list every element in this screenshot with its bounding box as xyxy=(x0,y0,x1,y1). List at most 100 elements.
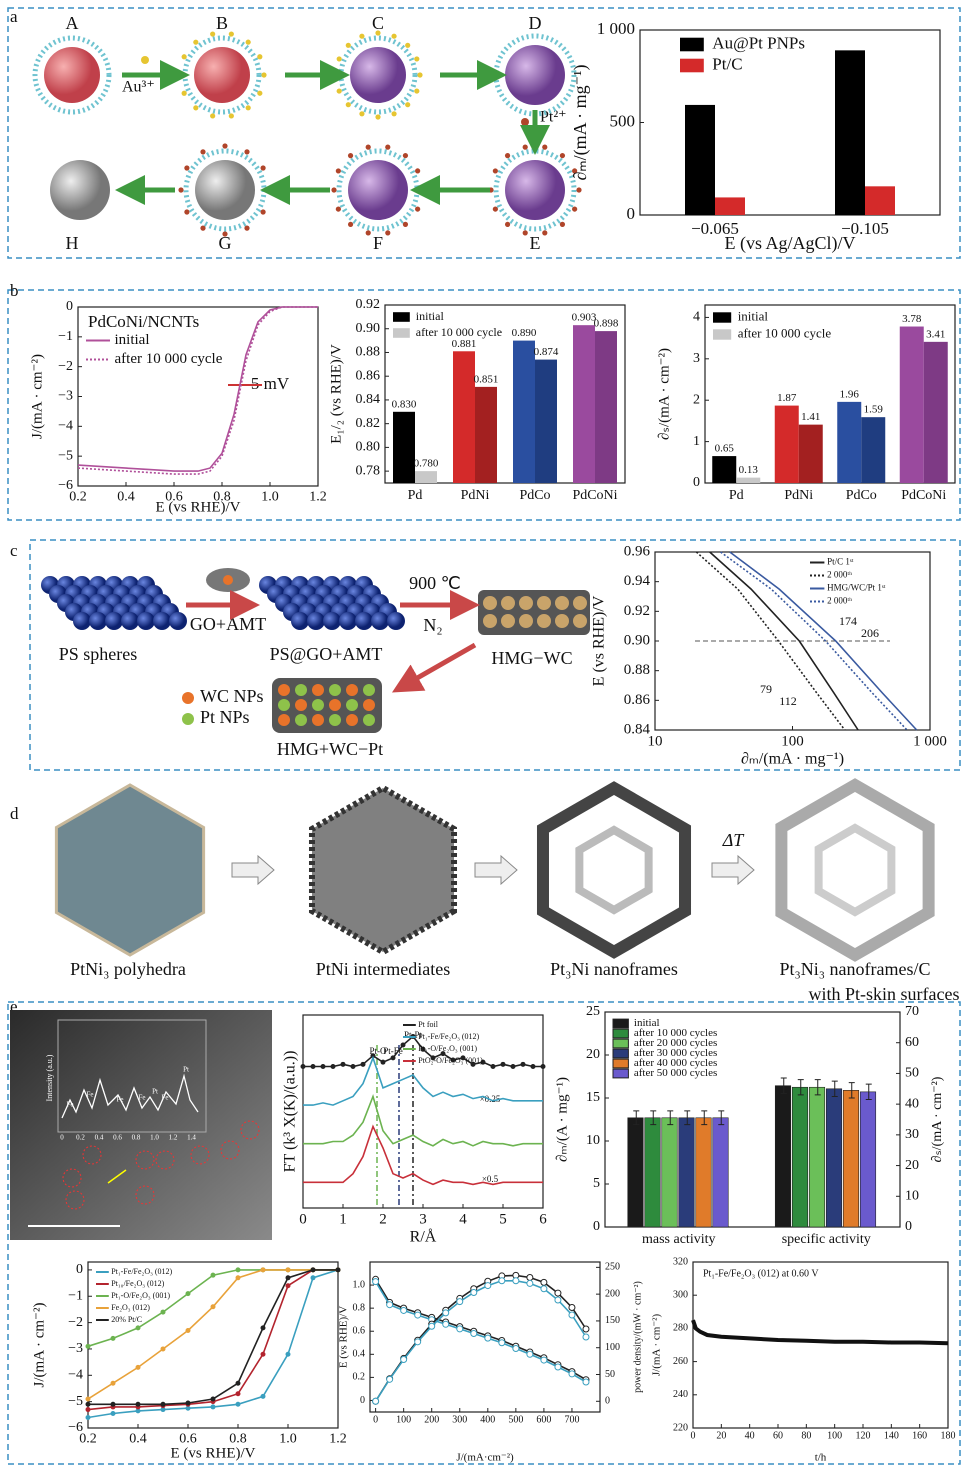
inset-tick-label: 0 xyxy=(60,1134,64,1142)
value-label: 0.898 xyxy=(594,318,619,330)
marker xyxy=(186,1292,190,1296)
inset-peak-label: Fe xyxy=(162,1094,169,1102)
marker xyxy=(541,1357,547,1363)
ion xyxy=(346,102,351,107)
pore xyxy=(573,596,587,610)
marker xyxy=(381,1060,385,1064)
y-tick-label: −3 xyxy=(58,389,73,404)
value-label: 3.78 xyxy=(902,313,922,325)
nanoframe xyxy=(781,785,928,955)
ion xyxy=(261,209,266,214)
legend-label: after 50 000 cycles xyxy=(634,1067,717,1079)
diagram-label: N₂ xyxy=(423,615,442,635)
marker xyxy=(555,1290,561,1296)
ion xyxy=(403,222,408,227)
particle xyxy=(505,45,565,105)
x-tick-label: 80 xyxy=(801,1430,811,1441)
ion xyxy=(359,34,364,39)
y2-tick-label: 200 xyxy=(605,1288,620,1299)
process-arrow xyxy=(232,856,274,884)
legend-swatch xyxy=(613,1019,628,1028)
marker xyxy=(541,1279,547,1285)
y-tick-label: 3 xyxy=(693,351,700,366)
nanoframe xyxy=(543,788,685,952)
legend-swatch xyxy=(613,1069,628,1078)
bar xyxy=(696,1118,712,1227)
nanoparticle xyxy=(312,684,324,696)
marker xyxy=(527,1275,533,1281)
pore xyxy=(483,596,497,610)
diagram-label: Pt NPs xyxy=(200,707,250,727)
y-tick-label: 2 xyxy=(693,392,700,407)
nanoparticle xyxy=(312,699,324,711)
legend-label: initial xyxy=(115,332,150,348)
x-tick-label: 1.0 xyxy=(279,1431,297,1446)
stage-label: B xyxy=(216,13,228,33)
marker xyxy=(211,1405,215,1409)
chart: 05001 000−0.065−0.105E (vs Ag/AgCl)/V∂ₘ/… xyxy=(570,19,940,254)
legend-label: Pt₁-O/Fe₂O₃ (001) xyxy=(418,1044,477,1053)
marker xyxy=(86,1415,90,1419)
key-dot xyxy=(182,713,194,725)
ion xyxy=(414,88,419,93)
diagram-label: HMG+WC−Pt xyxy=(277,739,383,759)
y-tick-label: 5 xyxy=(593,1176,600,1191)
legend-swatch xyxy=(613,1039,628,1048)
ion xyxy=(222,231,227,236)
ps-sphere xyxy=(89,612,107,630)
marker xyxy=(555,1297,561,1303)
bar xyxy=(715,197,745,215)
y2-tick-label: 50 xyxy=(605,1369,615,1380)
marker xyxy=(387,1376,393,1382)
marker xyxy=(236,1392,240,1396)
x-axis-label: E (vs RHE)/V xyxy=(156,499,241,515)
y-tick-label: 0.4 xyxy=(353,1349,366,1360)
ion xyxy=(193,40,198,45)
diagram-label: PS spheres xyxy=(59,644,138,664)
y-tick-label: 0 xyxy=(693,475,700,490)
ion xyxy=(257,91,262,96)
nanoparticle xyxy=(278,699,290,711)
marker xyxy=(569,1371,575,1377)
marker xyxy=(136,1402,140,1406)
marker xyxy=(401,1043,405,1047)
inset-tick-label: 1.4 xyxy=(187,1134,196,1142)
marker xyxy=(136,1409,140,1413)
x-tick-label: 100 xyxy=(827,1430,842,1441)
pore xyxy=(555,596,569,610)
marker xyxy=(429,1323,435,1329)
bar xyxy=(865,186,895,215)
y-tick-label: 1 000 xyxy=(597,19,635,38)
x-tick-label: 20 xyxy=(716,1430,726,1441)
x-tick-label: specific activity xyxy=(782,1232,871,1247)
marker xyxy=(211,1397,215,1401)
marker xyxy=(236,1276,240,1280)
ion xyxy=(414,56,419,61)
chart: 0.840.860.880.900.920.940.96101001 000∂ₘ… xyxy=(591,543,947,767)
legend-swatch xyxy=(680,38,704,52)
ion xyxy=(331,187,336,192)
diagram-label: PtNi₃ polyhedra xyxy=(70,959,186,979)
y-axis-label: FT (k³ X(K)/(a.u.)) xyxy=(282,1051,299,1173)
nanoparticle xyxy=(346,714,358,726)
bar xyxy=(453,351,475,483)
y-axis-label: E₁/₂ (vs RHE)/V xyxy=(328,344,344,444)
marker xyxy=(527,1280,533,1286)
legend-label: after 10 000 cycle xyxy=(115,351,223,367)
x-tick-label: 0 xyxy=(373,1414,378,1425)
ps-sphere xyxy=(121,612,139,630)
plot-frame xyxy=(693,1262,948,1428)
bar xyxy=(775,1086,791,1227)
ion xyxy=(257,54,262,59)
y-tick-label: −5 xyxy=(58,448,73,463)
marker xyxy=(583,1334,589,1340)
marker xyxy=(286,1284,290,1288)
ion xyxy=(505,222,510,227)
y-tick-label: −2 xyxy=(58,359,73,374)
marker xyxy=(443,1321,449,1327)
y2-tick-label: 0 xyxy=(605,1396,610,1407)
ion xyxy=(419,187,424,192)
marker xyxy=(261,1352,265,1356)
x-tick-label: 600 xyxy=(536,1414,551,1425)
